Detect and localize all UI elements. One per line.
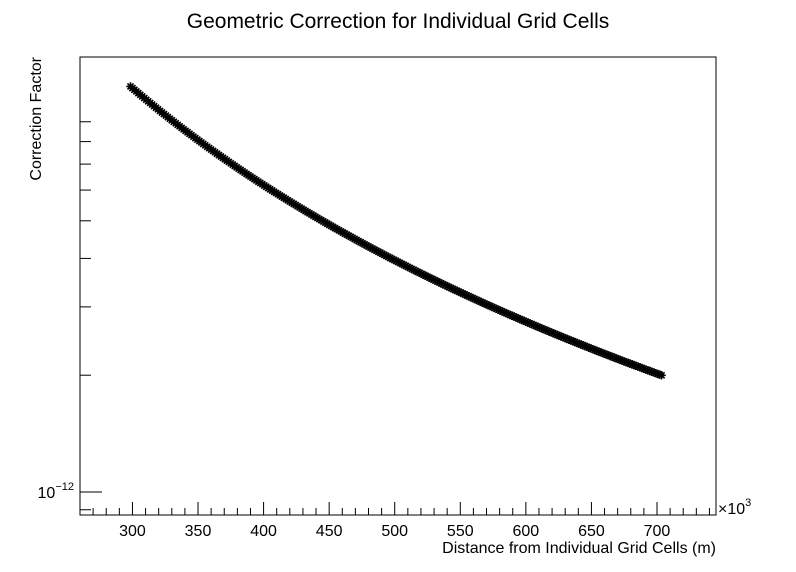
x-axis-multiplier-base: ×10 [718, 501, 745, 518]
y-axis-title: Correction Factor [28, 56, 45, 180]
x-tick-label: 650 [578, 523, 605, 540]
data-point [555, 331, 564, 340]
data-point [539, 325, 548, 334]
data-point [531, 321, 540, 331]
x-axis: 300 350 400 450 500 550 600 650 700 [79, 502, 710, 540]
x-tick-label: 550 [447, 523, 474, 540]
data-point [551, 329, 560, 339]
x-tick-label: 350 [185, 523, 212, 540]
data-series [126, 82, 666, 380]
data-point [529, 320, 538, 330]
data-point [537, 324, 546, 333]
y-tick-label: 10−12 [38, 481, 74, 502]
chart-title: Geometric Correction for Individual Grid… [187, 10, 609, 33]
x-tick-label: 700 [644, 523, 671, 540]
x-axis-multiplier: ×103 [718, 497, 751, 518]
data-point [543, 326, 552, 336]
x-axis-title: Distance from Individual Grid Cells (m) [442, 540, 716, 557]
y-tick-label-base: 10 [38, 485, 56, 502]
x-tick-label: 300 [119, 523, 146, 540]
data-point [549, 329, 558, 338]
y-tick-label-exponent: −12 [55, 481, 74, 493]
data-point [547, 328, 556, 337]
x-tick-label: 500 [381, 523, 408, 540]
data-point [553, 330, 562, 340]
plot-frame [79, 56, 717, 516]
y-axis: 10−12 [38, 121, 102, 511]
data-point [541, 325, 550, 335]
data-point [657, 371, 666, 380]
data-point [545, 327, 554, 336]
data-point [557, 332, 566, 341]
data-point [533, 322, 542, 331]
x-tick-label: 600 [513, 523, 540, 540]
x-axis-multiplier-exponent: 3 [745, 497, 751, 509]
data-point [559, 333, 568, 342]
data-point [535, 323, 544, 332]
x-tick-label: 400 [250, 523, 277, 540]
x-tick-label: 450 [316, 523, 343, 540]
data-point [560, 333, 570, 343]
